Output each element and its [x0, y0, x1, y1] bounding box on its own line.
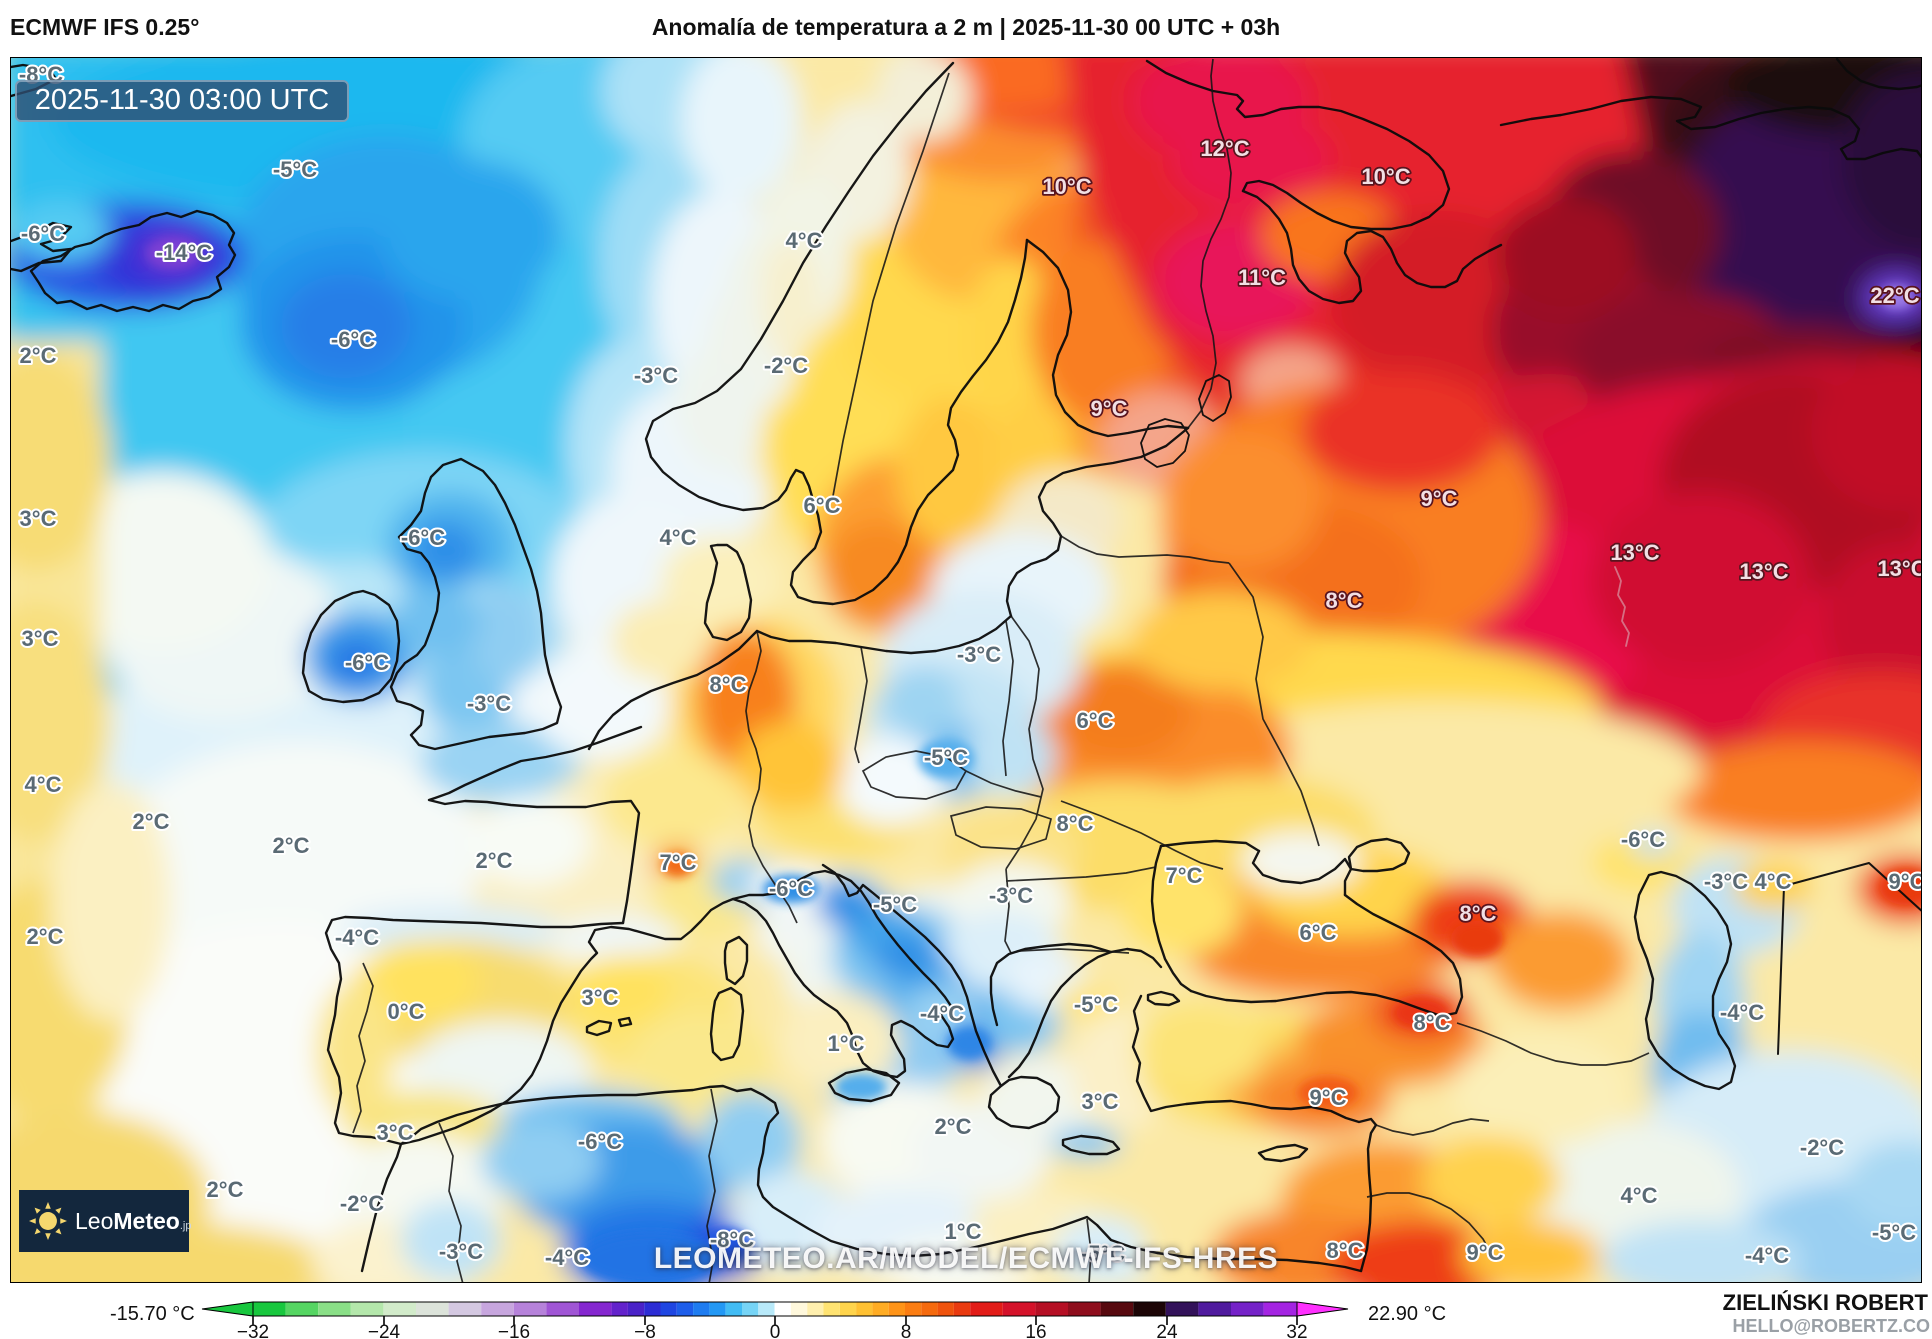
svg-text:-6°C: -6°C: [578, 1129, 622, 1154]
svg-text:4°C: 4°C: [25, 772, 62, 797]
svg-text:2°C: 2°C: [935, 1114, 972, 1139]
svg-text:-6°C: -6°C: [331, 327, 375, 352]
svg-text:-6°C: -6°C: [401, 525, 445, 550]
svg-text:−32: −32: [237, 1322, 269, 1339]
svg-text:2°C: 2°C: [20, 343, 57, 368]
svg-text:3°C: 3°C: [582, 985, 619, 1010]
svg-text:6°C: 6°C: [1077, 708, 1114, 733]
svg-text:2°C: 2°C: [476, 848, 513, 873]
svg-text:32: 32: [1286, 1322, 1307, 1339]
svg-text:-6°C: -6°C: [21, 221, 65, 246]
svg-text:-3°C: -3°C: [989, 883, 1033, 908]
svg-text:9°C: 9°C: [1310, 1085, 1347, 1110]
svg-text:3°C: 3°C: [20, 506, 57, 531]
svg-text:-14°C: -14°C: [156, 240, 213, 265]
svg-text:-4°C: -4°C: [1720, 1000, 1764, 1025]
svg-text:3°C: 3°C: [22, 626, 59, 651]
svg-text:1°C: 1°C: [945, 1219, 982, 1244]
svg-text:8°C: 8°C: [1326, 588, 1363, 613]
svg-text:-5°C: -5°C: [273, 157, 317, 182]
svg-text:9°C: 9°C: [1889, 869, 1922, 894]
svg-text:0°C: 0°C: [388, 999, 425, 1024]
svg-text:3°C: 3°C: [377, 1120, 414, 1145]
svg-text:8°C: 8°C: [1460, 901, 1497, 926]
svg-text:-5°C: -5°C: [1081, 1241, 1125, 1266]
svg-text:−16: −16: [498, 1322, 530, 1339]
svg-text:-6°C: -6°C: [345, 650, 389, 675]
svg-text:-3°C: -3°C: [957, 642, 1001, 667]
svg-text:-4°C: -4°C: [920, 1001, 964, 1026]
svg-text:22°C: 22°C: [1870, 283, 1919, 308]
svg-text:-6°C: -6°C: [1621, 827, 1665, 852]
svg-text:8°C: 8°C: [1057, 811, 1094, 836]
svg-text:-15.70 °C: -15.70 °C: [110, 1303, 195, 1325]
svg-text:-8°C: -8°C: [710, 1227, 754, 1252]
svg-text:-3°C: -3°C: [634, 363, 678, 388]
svg-text:13°C: 13°C: [1610, 540, 1659, 565]
svg-text:0: 0: [770, 1322, 781, 1339]
svg-text:16: 16: [1025, 1322, 1046, 1339]
svg-text:-5°C: -5°C: [873, 892, 917, 917]
svg-text:-3°C: -3°C: [1704, 869, 1748, 894]
svg-text:-5°C: -5°C: [1872, 1220, 1916, 1245]
svg-text:-5°C: -5°C: [1074, 992, 1118, 1017]
svg-text:9°C: 9°C: [1467, 1240, 1504, 1265]
svg-text:13°C: 13°C: [1877, 556, 1922, 581]
svg-text:8°C: 8°C: [1327, 1238, 1364, 1263]
svg-text:-4°C: -4°C: [1745, 1243, 1789, 1268]
svg-text:6°C: 6°C: [804, 493, 841, 518]
svg-text:1°C: 1°C: [828, 1031, 865, 1056]
svg-text:-3°C: -3°C: [439, 1239, 483, 1264]
svg-text:-2°C: -2°C: [764, 353, 808, 378]
svg-text:10°C: 10°C: [1361, 164, 1410, 189]
svg-text:-4°C: -4°C: [335, 925, 379, 950]
svg-text:-2°C: -2°C: [1800, 1135, 1844, 1160]
svg-text:4°C: 4°C: [1755, 869, 1792, 894]
svg-text:-3°C: -3°C: [467, 691, 511, 716]
svg-text:4°C: 4°C: [1621, 1183, 1658, 1208]
svg-text:-6°C: -6°C: [769, 876, 813, 901]
svg-text:2°C: 2°C: [27, 924, 64, 949]
svg-text:13°C: 13°C: [1739, 559, 1788, 584]
svg-text:11°C: 11°C: [1238, 265, 1286, 290]
svg-text:7°C: 7°C: [660, 850, 697, 875]
svg-text:-2°C: -2°C: [340, 1191, 384, 1216]
svg-text:22.90 °C: 22.90 °C: [1368, 1303, 1446, 1325]
svg-text:2°C: 2°C: [207, 1177, 244, 1202]
svg-text:24: 24: [1156, 1322, 1178, 1339]
svg-text:2°C: 2°C: [273, 833, 310, 858]
svg-text:−24: −24: [368, 1322, 401, 1339]
svg-text:3°C: 3°C: [1082, 1089, 1119, 1114]
svg-text:4°C: 4°C: [786, 228, 823, 253]
svg-text:9°C: 9°C: [1421, 486, 1458, 511]
svg-text:-5°C: -5°C: [924, 745, 968, 770]
svg-text:9°C: 9°C: [1091, 396, 1128, 421]
svg-text:2°C: 2°C: [133, 809, 170, 834]
svg-text:−8: −8: [634, 1322, 656, 1339]
svg-text:8: 8: [901, 1322, 912, 1339]
svg-text:12°C: 12°C: [1200, 136, 1249, 161]
svg-text:10°C: 10°C: [1042, 174, 1091, 199]
svg-text:-4°C: -4°C: [545, 1245, 589, 1270]
svg-text:8°C: 8°C: [710, 672, 747, 697]
svg-text:8°C: 8°C: [1414, 1010, 1451, 1035]
svg-text:6°C: 6°C: [1300, 920, 1337, 945]
svg-text:4°C: 4°C: [660, 525, 697, 550]
svg-text:7°C: 7°C: [1166, 863, 1203, 888]
